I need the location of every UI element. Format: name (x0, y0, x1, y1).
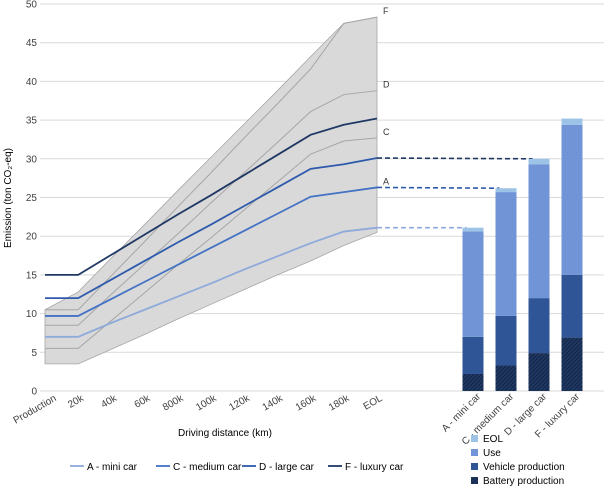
end-label: F (383, 6, 389, 16)
legend-label: EOL (483, 434, 503, 445)
y-axis-ticks: 0 5 10 15 20 25 30 35 40 45 50 (26, 0, 38, 398)
legend-bars: EOL Use Vehicle production Battery producti… (471, 434, 565, 486)
legend-swatch (471, 449, 478, 456)
bar-segment (528, 164, 550, 299)
x-tick-label: 20k (66, 393, 86, 411)
x-tick-label: Production (12, 393, 59, 426)
bar-segment (495, 365, 517, 391)
legend-swatch (471, 435, 478, 442)
y-tick-label: 35 (26, 116, 38, 127)
bar-segment (462, 231, 484, 337)
y-tick-label: 5 (31, 348, 37, 359)
end-label: A (383, 176, 389, 186)
legend-label: C - medium car (173, 462, 242, 473)
y-axis-title: Emission (ton CO₂-eq) (3, 148, 14, 248)
connector-dash (376, 157, 533, 160)
x-tick-label: 40k (99, 393, 119, 411)
legend-label: D - large car (259, 462, 315, 473)
legend-label: Battery production (483, 476, 564, 486)
end-label: C (383, 127, 390, 137)
series-line (45, 226, 378, 338)
series-line (45, 186, 378, 317)
bar-segment (495, 192, 517, 316)
bar-segment (528, 353, 550, 391)
y-tick-label: 50 (26, 0, 38, 11)
bar-segment (528, 158, 550, 165)
range-band (44, 16, 378, 365)
y-tick-label: 20 (26, 232, 38, 243)
x-tick-label: 140k (261, 393, 286, 414)
end-labels: A C D F (383, 6, 390, 186)
x-tick-label: 180k (327, 393, 352, 414)
y-tick-label: 10 (26, 309, 38, 320)
bar-segment (561, 124, 583, 275)
y-tick-label: 15 (26, 270, 38, 281)
legend-label: A - mini car (87, 462, 138, 473)
x-tick-label: EOL (362, 393, 385, 413)
series-line (45, 157, 378, 300)
x-axis-title: Driving distance (km) (178, 428, 272, 439)
y-tick-label: 45 (26, 38, 38, 49)
bar-segment (561, 118, 583, 125)
y-tick-label: 30 (26, 154, 38, 165)
x-tick-label: 100k (194, 393, 219, 414)
x-tick-label: 60k (133, 393, 153, 411)
range-line (45, 137, 378, 349)
legend-label: Use (483, 448, 501, 459)
x-tick-label: 800k (161, 393, 186, 414)
connector-dashes (376, 157, 533, 229)
end-label: D (383, 80, 390, 90)
range-line (45, 16, 378, 311)
legend-lines: A - mini car C - medium car D - large car F… (70, 462, 404, 473)
y-tick-label: 0 (31, 387, 37, 398)
legend-label: F - luxury car (345, 462, 404, 473)
bar-segment (495, 315, 517, 366)
legend-swatch (471, 477, 478, 484)
band-area (44, 16, 378, 365)
bar-segment (561, 274, 583, 338)
x-tick-label: 160k (294, 393, 319, 414)
bar-segment (462, 336, 484, 374)
connector-dash (376, 186, 500, 190)
bar-segment (528, 298, 550, 354)
bar-segment (561, 337, 583, 391)
x-tick-label: 120k (227, 393, 252, 414)
bar-segment (495, 188, 517, 193)
legend-swatch (471, 463, 478, 470)
x-axis-ticks: Production 20k 40k 60k 800k 100k 120k 140k 160k 1… (12, 393, 385, 427)
stacked-bars (462, 118, 583, 391)
series-lines (45, 117, 378, 338)
legend-label: Vehicle production (483, 462, 565, 473)
y-tick-label: 40 (26, 77, 38, 88)
bar-segment (462, 227, 484, 232)
series-line (45, 117, 378, 276)
bar-segment (462, 373, 484, 391)
y-tick-label: 25 (26, 193, 38, 204)
